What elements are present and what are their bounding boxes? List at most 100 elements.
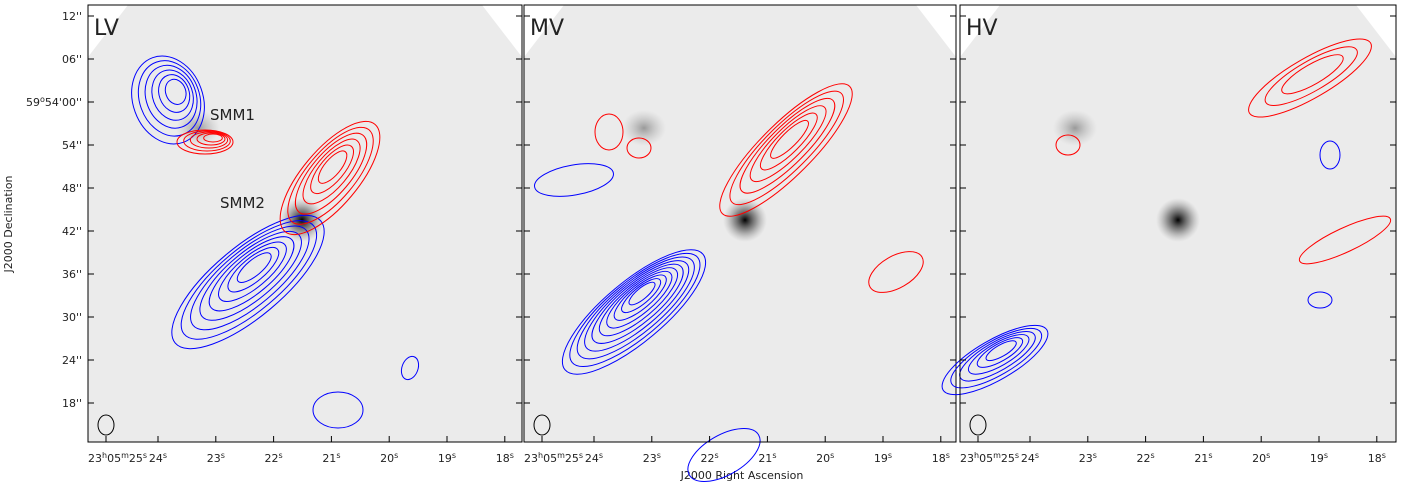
x-tick-label: 23h05m25s [88, 451, 147, 466]
text-part: 36'' [62, 268, 82, 281]
text-part: 22 [265, 452, 279, 465]
contour [613, 274, 667, 321]
x-tick-label: 23h05m25s [524, 451, 583, 466]
x-tick-label: 22s [701, 451, 719, 466]
contour [189, 131, 229, 149]
superscript: s [279, 451, 283, 460]
superscript: s [1266, 451, 1270, 460]
beam [969, 414, 987, 436]
text-part: 21 [1194, 452, 1208, 465]
x-tick-label: 23s [207, 451, 225, 466]
superscript: s [830, 451, 834, 460]
contour [561, 249, 707, 375]
x-tick-label: 23s [1079, 451, 1097, 466]
text-part: 19 [874, 452, 888, 465]
contour [208, 236, 295, 312]
emission [723, 198, 767, 242]
contour [967, 334, 1030, 375]
contour [158, 74, 191, 113]
contour [287, 126, 374, 225]
contour [950, 327, 1043, 389]
contour [868, 251, 924, 293]
contour [218, 241, 287, 302]
contour [626, 137, 652, 159]
text-part: 18 [932, 452, 946, 465]
x-tick-label: 18s [1368, 451, 1386, 466]
contour [151, 69, 194, 121]
text-part: 19 [438, 452, 452, 465]
x-tick-label: 19s [1310, 451, 1328, 466]
contour [176, 129, 234, 155]
contour [279, 120, 381, 236]
contour [770, 119, 809, 159]
contour [164, 78, 187, 105]
beam [533, 414, 551, 436]
emission [1156, 198, 1200, 242]
contour [1319, 140, 1341, 170]
contour [171, 214, 325, 350]
contour [183, 130, 231, 152]
contour [227, 246, 280, 293]
text-part: 42'' [62, 225, 82, 238]
superscript: s [715, 451, 719, 460]
text-part: 25 [129, 452, 143, 465]
contour [310, 144, 354, 195]
panel-label: LV [94, 16, 119, 41]
text-part: 23 [643, 452, 657, 465]
x-tick-label: 22s [1137, 451, 1155, 466]
contour [1307, 291, 1333, 309]
emission [1053, 110, 1097, 146]
text-part: 24 [149, 452, 163, 465]
text-part: 19 [1310, 452, 1324, 465]
text-part: 05 [979, 452, 993, 465]
contour [1248, 38, 1372, 118]
y-tick-label: 36'' [62, 268, 82, 281]
contour [985, 340, 1017, 362]
superscript: s [1151, 451, 1155, 460]
text-part: 23 [1079, 452, 1093, 465]
superscript: s [1324, 451, 1328, 460]
x-tick-label: 19s [874, 451, 892, 466]
contour [1281, 54, 1344, 95]
contour [569, 252, 701, 368]
x-tick-label: 24s [149, 451, 167, 466]
text-part: 25 [1001, 452, 1015, 465]
superscript: s [510, 451, 514, 460]
text-part: 24'' [62, 354, 82, 367]
contour [591, 263, 684, 344]
text-part: 06'' [62, 53, 82, 66]
text-part: 48'' [62, 182, 82, 195]
superscript: s [657, 451, 661, 460]
panel-frame [959, 4, 1397, 443]
contour [180, 220, 318, 340]
x-tick-label: 20s [1252, 451, 1270, 466]
panel-frame [87, 4, 523, 443]
y-tick-label: 48'' [62, 182, 82, 195]
x-tick-label: 21s [322, 451, 340, 466]
x-tick-label: 23s [643, 451, 661, 466]
contour [294, 132, 368, 215]
y-tick-label: 12'' [62, 10, 82, 23]
superscript: s [1208, 451, 1212, 460]
superscript: s [452, 451, 456, 460]
text-part: 21 [322, 452, 336, 465]
contour [203, 133, 223, 143]
contour [196, 132, 226, 146]
contour [598, 267, 678, 337]
superscript: m [557, 451, 565, 460]
contour [941, 324, 1049, 396]
text-part: 18'' [62, 397, 82, 410]
x-tick-label: 19s [438, 451, 456, 466]
text-part: 23 [88, 452, 102, 465]
text-part: 23 [524, 452, 538, 465]
y-tick-label: 18'' [62, 397, 82, 410]
superscript: s [336, 451, 340, 460]
superscript: h [102, 451, 107, 460]
x-tick-label: 22s [265, 451, 283, 466]
x-axis-label: J2000 Right Ascension [680, 469, 804, 482]
superscript: s [1093, 451, 1097, 460]
